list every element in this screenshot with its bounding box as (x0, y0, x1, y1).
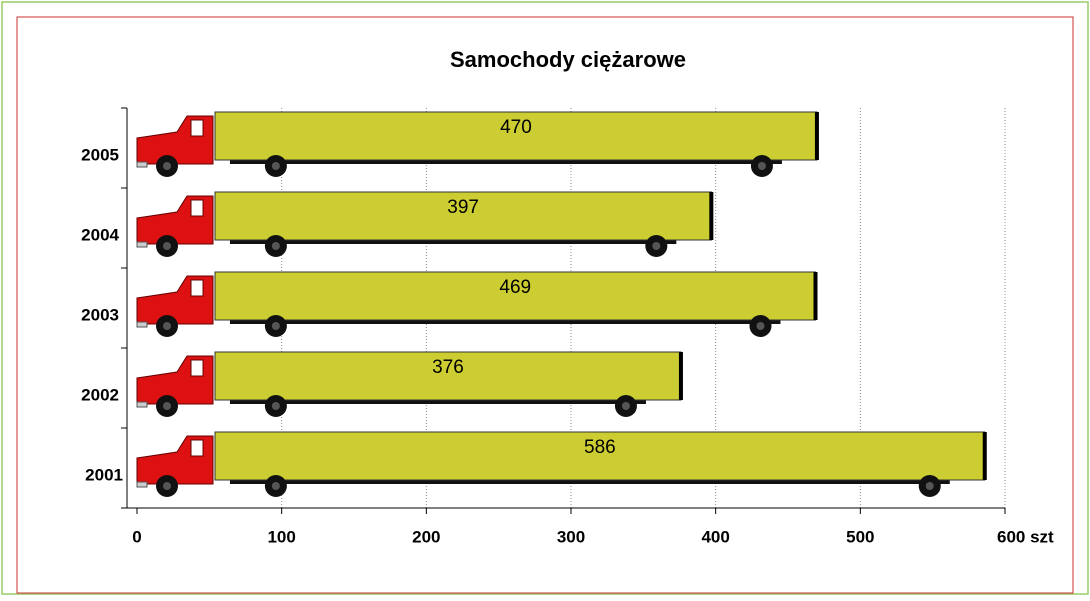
value-label: 470 (500, 117, 532, 138)
hub (163, 482, 171, 490)
y-tick-label: 2001 (85, 465, 123, 484)
hub (272, 322, 280, 330)
hub (622, 402, 630, 410)
bumper (137, 482, 147, 487)
hub (652, 242, 660, 250)
hub (272, 162, 280, 170)
y-tick-label: 2004 (81, 225, 119, 244)
hub (163, 242, 171, 250)
cab-window (191, 120, 203, 136)
cab-window (191, 440, 203, 456)
hub (163, 402, 171, 410)
bumper (137, 162, 147, 167)
chassis (230, 320, 780, 324)
hub (163, 162, 171, 170)
x-tick-label: 500 (846, 527, 874, 546)
chassis (230, 400, 646, 404)
x-tick-label: 600 szt (997, 527, 1054, 546)
hub (272, 402, 280, 410)
hub (272, 242, 280, 250)
chart: Samochody ciężarowe 0 100 200 300 400 500 600 … (0, 0, 1090, 596)
y-tick-label: 2003 (81, 305, 119, 324)
hub (163, 322, 171, 330)
hub (926, 482, 934, 490)
value-label: 469 (499, 277, 531, 298)
cab-window (191, 280, 203, 296)
chassis (230, 160, 782, 164)
chassis (230, 240, 676, 244)
value-label: 397 (447, 197, 479, 218)
bumper (137, 322, 147, 327)
x-tick-label: 300 (557, 527, 585, 546)
cab-window (191, 200, 203, 216)
y-tick-label: 2005 (81, 145, 119, 164)
y-tick-label: 2002 (81, 385, 119, 404)
chassis (230, 480, 950, 484)
cab-window (191, 360, 203, 376)
x-tick-label: 100 (267, 527, 295, 546)
bumper (137, 402, 147, 407)
bumper (137, 242, 147, 247)
chart-title: Samochody ciężarowe (450, 47, 686, 72)
hub (272, 482, 280, 490)
value-label: 376 (432, 357, 464, 378)
hub (758, 162, 766, 170)
x-tick-label: 0 (132, 527, 141, 546)
value-label: 586 (584, 437, 616, 458)
x-tick-label: 200 (412, 527, 440, 546)
x-tick-label: 400 (701, 527, 729, 546)
hub (756, 322, 764, 330)
